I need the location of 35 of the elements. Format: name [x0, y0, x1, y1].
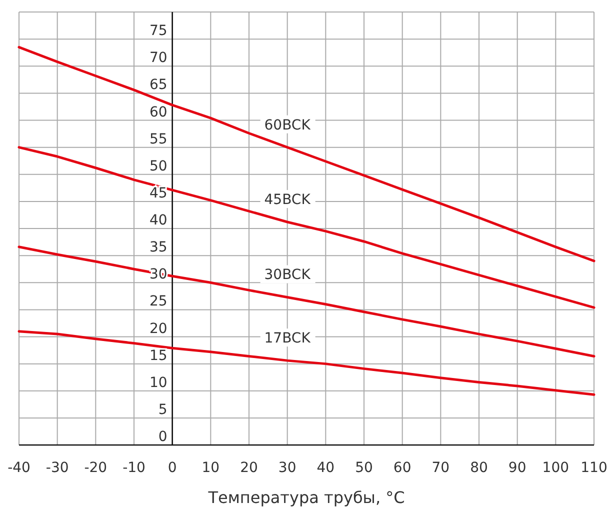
y-tick-label: 45 [150, 185, 168, 202]
x-tick-label: -10 [122, 460, 146, 476]
x-tick-label: 110 [580, 460, 608, 476]
y-tick-label: 5 [158, 402, 168, 418]
series-label: 17BCK [264, 330, 312, 347]
x-tick-label: 100 [542, 460, 570, 476]
x-tick-label: -30 [46, 460, 69, 476]
y-tick-label: 75 [150, 23, 168, 40]
y-tick-label: 40 [150, 212, 168, 228]
y-tick-label: 15 [150, 348, 168, 364]
x-tick-label: 20 [240, 460, 258, 476]
x-tick-label: 30 [278, 460, 296, 476]
x-axis-title: Температура трубы, °C [207, 488, 405, 507]
y-tick-label: 10 [150, 374, 168, 391]
y-tick-label: 35 [150, 240, 168, 256]
y-tick-label: 70 [150, 50, 168, 66]
x-tick-label: 10 [202, 460, 220, 476]
y-tick-label: 20 [150, 320, 168, 337]
y-tick-label: 25 [150, 294, 168, 310]
x-tick-label: -40 [8, 460, 30, 476]
series-label: 60BCK [264, 117, 312, 134]
y-tick-label: 55 [150, 131, 168, 148]
x-tick-label: 60 [393, 460, 412, 476]
series-label: 30BCK [264, 267, 312, 284]
x-tick-label: 70 [432, 460, 450, 476]
x-tick-label: -20 [84, 460, 108, 476]
x-tick-label: 40 [316, 460, 335, 476]
y-tick-label: 65 [150, 77, 168, 94]
x-tick-label: 50 [355, 460, 373, 476]
x-tick-label: 90 [508, 460, 526, 476]
series-label: 45BCK [264, 192, 312, 208]
y-tick-label: 50 [150, 158, 168, 174]
y-tick-label: 60 [150, 104, 168, 120]
x-tick-label: 80 [470, 460, 488, 476]
y-tick-label: 0 [158, 429, 168, 445]
